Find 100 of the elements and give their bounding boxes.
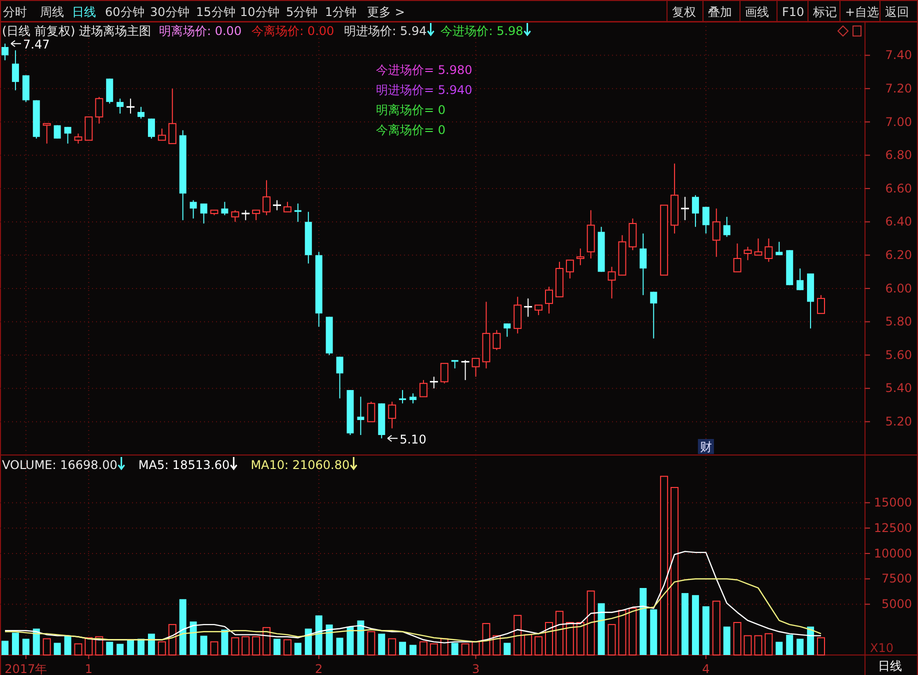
bar — [116, 644, 124, 655]
candlestick — [712, 208, 720, 258]
x-tick-label: 2 — [315, 662, 323, 675]
bar — [274, 638, 280, 655]
y-tick-label: 10000 — [874, 546, 912, 560]
bar — [524, 634, 532, 656]
line-series — [4, 550, 822, 644]
candlestick — [514, 296, 522, 334]
bar — [555, 610, 564, 656]
bar — [54, 642, 61, 655]
annotation: 财 — [700, 440, 712, 454]
bar — [514, 614, 522, 656]
candlestick — [817, 294, 825, 314]
bar — [127, 640, 134, 655]
candlestick — [628, 218, 637, 251]
candlestick — [168, 88, 176, 144]
bar — [764, 633, 773, 656]
candlestick — [764, 238, 773, 262]
bar — [754, 635, 762, 656]
candlestick — [252, 210, 260, 221]
y-tick-label: 6.60 — [885, 181, 912, 196]
candlestick — [640, 233, 647, 296]
text: 画线 — [745, 5, 769, 19]
candlestick — [200, 203, 208, 224]
candlestick — [429, 376, 439, 389]
candlestick — [534, 304, 543, 316]
candlestick — [272, 200, 282, 211]
bar — [2, 640, 8, 655]
text: X10 — [870, 641, 894, 655]
bar — [346, 626, 354, 655]
candlestick — [240, 210, 250, 221]
y-tick-label: 5.20 — [885, 414, 912, 429]
bar — [378, 634, 386, 655]
candlestick — [221, 201, 228, 216]
candlestick — [504, 322, 511, 338]
candlestick — [42, 123, 51, 144]
text: 日线 — [878, 659, 902, 673]
bar — [42, 638, 51, 656]
candlestick — [460, 360, 470, 381]
candlestick — [190, 200, 197, 220]
y-tick-label: 7500 — [881, 572, 912, 586]
bar — [786, 634, 794, 655]
text: F10 — [782, 5, 804, 19]
x-tick-label: 4 — [702, 662, 710, 675]
x-tick-label: 1 — [84, 662, 93, 675]
y-tick-label: 6.80 — [885, 148, 912, 162]
text: 返回 — [885, 5, 909, 19]
y-tick-label: 5.60 — [885, 348, 912, 362]
bar — [733, 622, 742, 656]
candlestick — [523, 298, 533, 318]
candlestick — [776, 241, 783, 256]
x-tick-label: 3 — [472, 662, 480, 675]
candlestick — [84, 116, 93, 141]
bar — [682, 593, 688, 655]
line-series — [4, 578, 822, 642]
bar — [74, 643, 82, 656]
candlestick — [12, 50, 19, 91]
candlestick — [158, 128, 166, 141]
bar — [461, 643, 470, 656]
candlestick — [440, 362, 448, 384]
text: 分时 — [3, 5, 27, 19]
bar — [598, 603, 605, 655]
bar — [252, 636, 260, 656]
bar — [388, 638, 396, 656]
y-tick-label: 6.00 — [885, 281, 912, 296]
candlestick — [576, 248, 584, 266]
chart-title: (日线 前复权) 进场离场主图 — [2, 24, 151, 38]
bar — [32, 628, 40, 655]
text: 60分钟 — [105, 5, 144, 19]
bar — [419, 641, 428, 656]
bar — [628, 608, 637, 656]
bar — [367, 631, 376, 656]
candlestick — [106, 78, 114, 104]
y-tick-label: 5000 — [881, 597, 912, 612]
bar — [776, 642, 783, 655]
y-tick-label: 7.40 — [885, 48, 912, 62]
bar — [817, 637, 825, 656]
text: 标记 — [812, 5, 837, 19]
bar — [304, 628, 312, 655]
candlestick — [126, 98, 136, 114]
legend-label: MA10: 21060.80 — [250, 458, 350, 472]
bar — [283, 639, 292, 656]
y-tick-label: 5.40 — [885, 381, 912, 396]
bar — [744, 635, 752, 656]
annotation: 明离场价: 0.00 — [159, 24, 242, 38]
candlestick — [796, 268, 804, 291]
text: 周线 — [40, 5, 64, 19]
candlestick — [64, 126, 72, 144]
y-tick-label: 12500 — [874, 520, 912, 535]
annotation: 明进场价= 5.940 — [376, 83, 472, 97]
bar — [158, 641, 166, 656]
bar — [723, 626, 730, 655]
bar — [106, 642, 114, 655]
y-tick-label: 6.20 — [885, 248, 912, 262]
bar — [242, 636, 250, 656]
candlestick — [74, 133, 82, 144]
bar — [807, 626, 814, 655]
bar — [660, 476, 668, 656]
candlestick — [262, 180, 271, 216]
candlestick — [650, 291, 658, 339]
